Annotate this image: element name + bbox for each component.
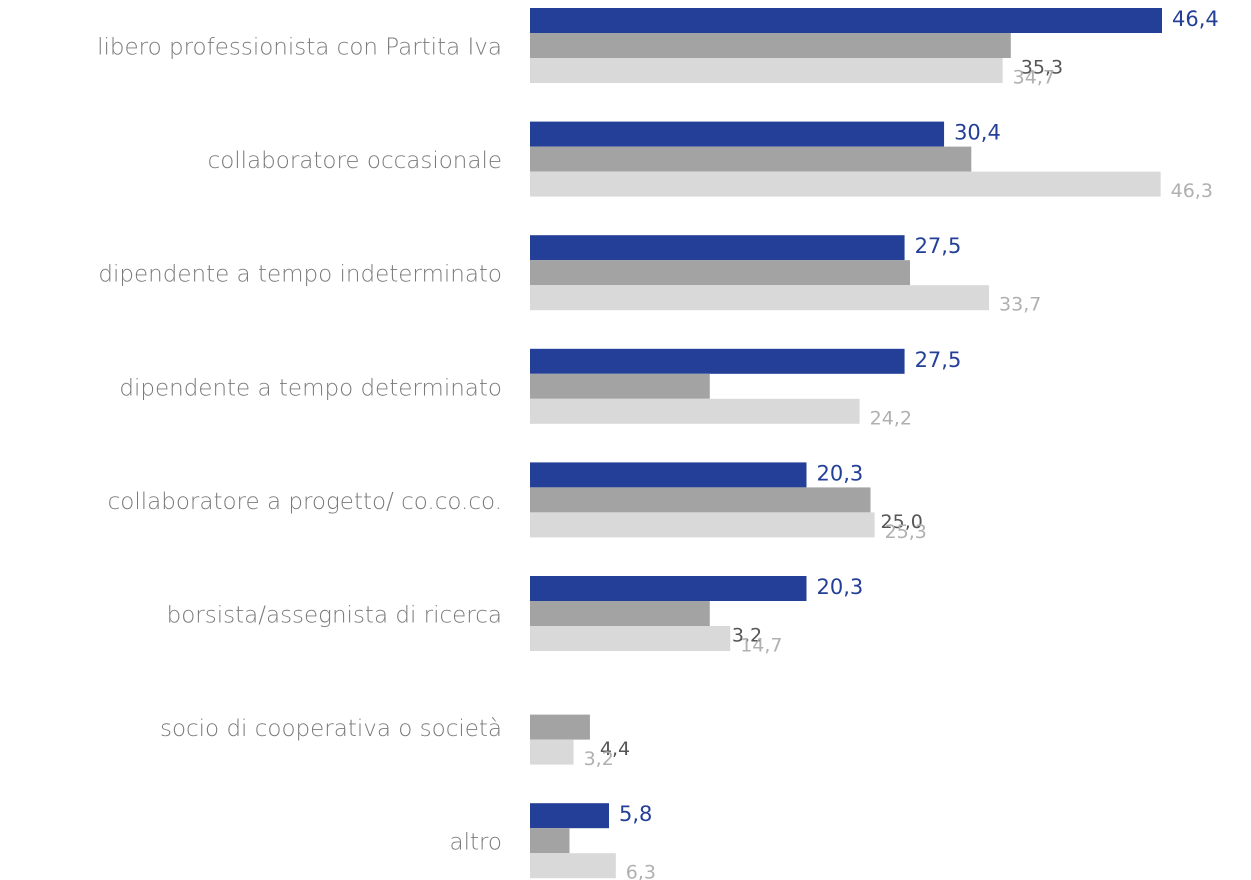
bar [530, 146, 972, 172]
value-label: 5,8 [619, 802, 652, 826]
bar [530, 121, 945, 147]
value-label: 27,5 [915, 348, 962, 372]
category-label: altro [449, 830, 502, 856]
value-label: 3,2 [584, 748, 614, 770]
bar [530, 853, 616, 879]
value-label: 25,0 [881, 511, 923, 533]
bar [530, 462, 807, 488]
value-label: 25,3 [885, 521, 927, 543]
bar [530, 285, 990, 311]
value-label: 4,4 [600, 738, 630, 760]
value-label: 34,7 [1013, 67, 1055, 89]
bar [530, 626, 731, 651]
bar [530, 8, 1162, 33]
bar [530, 373, 710, 399]
value-label: 46,4 [1172, 7, 1219, 31]
value-label: 46,3 [1171, 180, 1213, 202]
category-label: dipendente a tempo indeterminato [98, 262, 502, 288]
value-label: 24,2 [870, 407, 912, 429]
bar [530, 487, 871, 513]
value-label: 6,3 [626, 862, 656, 880]
bar [530, 171, 1161, 197]
bar [530, 512, 875, 538]
category-label: collaboratore a progetto/ co.co.co. [108, 489, 502, 515]
bar [530, 576, 807, 601]
bar [530, 398, 860, 424]
bar [530, 739, 574, 765]
category-label: borsista/assegnista di ricerca [167, 603, 502, 629]
bar [530, 803, 609, 829]
bar [530, 260, 911, 286]
bar [530, 601, 710, 626]
value-label: 35,3 [1021, 57, 1063, 79]
bar [530, 714, 590, 740]
bar [530, 828, 570, 854]
bar [530, 235, 905, 261]
category-label: collaboratore occasionale [208, 148, 502, 174]
category-label: socio di cooperativa o società [160, 716, 502, 742]
value-label: 13,2 [720, 625, 762, 647]
bar [530, 33, 1011, 58]
category-label: libero professionista con Partita Iva [97, 35, 502, 61]
value-label: 27,5 [915, 234, 962, 258]
bar [530, 58, 1003, 83]
value-label: 20,3 [817, 575, 864, 599]
category-label: dipendente a tempo determinato [119, 375, 502, 401]
value-label: 20,3 [817, 461, 864, 485]
value-label: 30,4 [954, 121, 1001, 145]
value-label: 14,7 [740, 635, 782, 657]
bar [530, 348, 905, 374]
value-label: 33,7 [999, 294, 1041, 316]
